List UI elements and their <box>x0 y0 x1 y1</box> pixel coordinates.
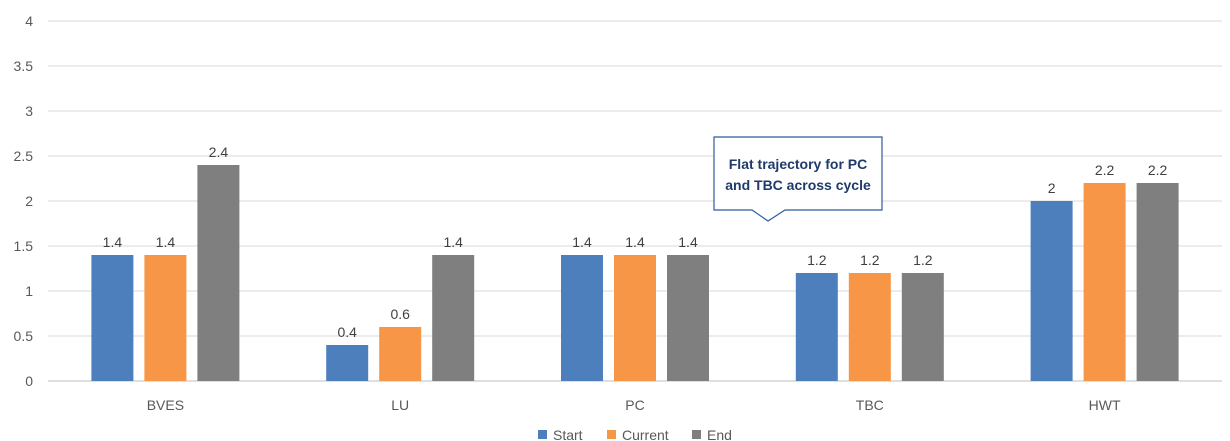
legend-swatch-end <box>692 430 701 439</box>
data-label: 1.4 <box>572 234 592 250</box>
bar-end-lu <box>432 255 475 381</box>
bars <box>91 165 1179 381</box>
gridlines <box>48 20 1222 382</box>
bar-start-pc <box>561 255 603 381</box>
legend-label-start: Start <box>553 427 583 441</box>
data-label: 1.4 <box>103 234 123 250</box>
callout-line-2: and TBC across cycle <box>725 177 871 193</box>
data-label: 2 <box>1048 180 1056 196</box>
bar-end-tbc <box>901 273 944 381</box>
bar-current-tbc <box>848 273 891 381</box>
legend: Start Current End <box>538 427 732 441</box>
bar-start-hwt <box>1030 201 1073 381</box>
bar-start-lu <box>326 345 369 381</box>
bar-start-tbc <box>795 273 838 381</box>
y-tick-label: 1 <box>25 283 33 299</box>
y-tick-label: 2 <box>25 193 33 209</box>
data-label: 1.2 <box>860 252 880 268</box>
x-category-label: HWT <box>1089 397 1121 413</box>
legend-swatch-start <box>538 430 547 439</box>
bar-start-bves <box>91 255 134 381</box>
bar-current-bves <box>144 255 187 381</box>
y-tick-label: 2.5 <box>14 148 34 164</box>
bar-end-hwt <box>1136 183 1179 381</box>
data-label: 1.2 <box>807 252 827 268</box>
x-category-label: LU <box>391 397 409 413</box>
y-tick-label: 4 <box>25 13 33 29</box>
legend-label-end: End <box>707 427 732 441</box>
data-label: 1.2 <box>913 252 933 268</box>
data-label: 1.4 <box>625 234 645 250</box>
x-category-label: TBC <box>856 397 884 413</box>
y-axis-ticks: 0 0.5 1 1.5 2 2.5 3 3.5 4 <box>14 13 34 389</box>
bar-end-pc <box>667 255 709 381</box>
data-label: 0.4 <box>337 324 357 340</box>
bar-current-pc <box>614 255 656 381</box>
bar-current-lu <box>379 327 422 381</box>
data-label: 1.4 <box>678 234 698 250</box>
y-tick-label: 3.5 <box>14 58 34 74</box>
data-label: 2.4 <box>209 144 229 160</box>
legend-label-current: Current <box>622 427 669 441</box>
data-label: 2.2 <box>1148 162 1168 178</box>
callout-line-1: Flat trajectory for PC <box>729 156 867 172</box>
x-category-label: BVES <box>147 397 184 413</box>
data-label: 2.2 <box>1095 162 1115 178</box>
y-tick-label: 0.5 <box>14 328 34 344</box>
y-tick-label: 0 <box>25 373 33 389</box>
bar-end-bves <box>197 165 240 381</box>
legend-swatch-current <box>607 430 616 439</box>
data-labels: 1.4 1.4 2.4 0.4 0.6 1.4 1.4 1.4 1.4 1.2 1.2 1.2 2 2.2… <box>103 144 1168 340</box>
data-label: 1.4 <box>156 234 176 250</box>
callout-box <box>713 136 883 222</box>
x-category-label: PC <box>625 397 644 413</box>
data-label: 0.6 <box>390 306 410 322</box>
bar-current-hwt <box>1083 183 1126 381</box>
y-tick-label: 1.5 <box>14 238 34 254</box>
x-axis-categories: BVES LU PC TBC HWT <box>147 397 1121 413</box>
data-label: 1.4 <box>443 234 463 250</box>
annotation-callout: Flat trajectory for PC and TBC across cy… <box>713 136 883 222</box>
y-tick-label: 3 <box>25 103 33 119</box>
